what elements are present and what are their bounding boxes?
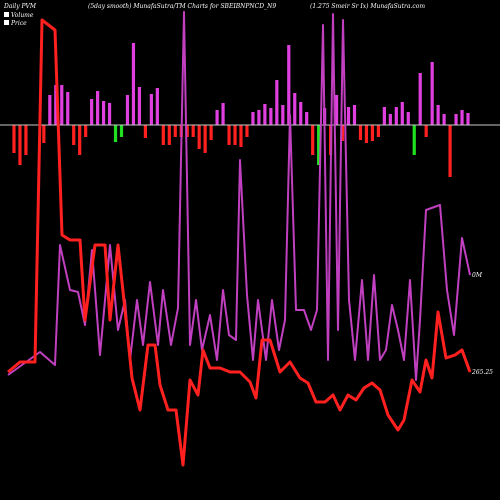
header-right: (1.275 Smeir Sr Ix) MunafaSutra.com [310, 3, 425, 10]
pvm-bar [107, 103, 112, 125]
pvm-bar [101, 101, 106, 125]
legend-volume-label: Volume [11, 12, 34, 19]
pvm-bar [334, 95, 339, 125]
pvm-bar [18, 125, 22, 165]
pvm-bar [358, 125, 363, 140]
pvm-bar [317, 125, 321, 165]
header-middle: (5day smooth) MunafaSutra/TM Charts for … [88, 3, 276, 10]
pvm-bar [221, 103, 225, 125]
pvm-bar [412, 125, 416, 155]
pvm-bar [60, 85, 64, 125]
pvm-bar [346, 107, 351, 125]
pvm-bar [185, 125, 189, 137]
pvm-bar [203, 125, 207, 153]
pvm-bar [388, 114, 392, 125]
pvm-bar [233, 125, 237, 145]
volume-value-label: 0M [472, 272, 483, 279]
pvm-bar [340, 125, 345, 141]
pvm-bar [454, 114, 458, 125]
pvm-bar [424, 125, 428, 137]
pvm-bar [119, 125, 124, 137]
header-left: Daily PVM [3, 3, 37, 10]
pvm-bar [137, 87, 142, 125]
pvm-bar [24, 125, 28, 155]
pvm-bar [269, 108, 273, 125]
pvm-bar [78, 125, 82, 155]
pvm-bar [209, 125, 213, 140]
pvm-bar [376, 125, 380, 137]
pvm-bars [12, 43, 470, 177]
pvm-bar [245, 125, 249, 137]
pvm-bar [131, 43, 136, 125]
pvm-bar [448, 125, 452, 177]
pvm-bar [215, 110, 219, 125]
pvm-bar [257, 110, 261, 125]
pvm-bar [251, 112, 255, 125]
pvm-bar [191, 125, 195, 137]
pvm-bar [197, 125, 201, 149]
pvm-bar [125, 95, 130, 125]
pvm-bar [155, 88, 159, 125]
pvm-bar [364, 125, 369, 143]
pvm-bar [305, 112, 309, 125]
legend-volume-swatch [4, 12, 9, 17]
pvm-bar [394, 107, 398, 125]
pvm-bar [293, 93, 297, 125]
price-value-label: 265.25 [471, 369, 493, 376]
pvm-bar [281, 105, 285, 125]
pvm-bar [400, 102, 404, 125]
pvm-bar [299, 102, 303, 125]
pvm-bar [90, 99, 94, 125]
pvm-bar [42, 125, 46, 143]
pvm-bar [143, 125, 147, 138]
pvm-bar [227, 125, 231, 145]
pvm-bar [96, 91, 100, 125]
pvm-bar [418, 73, 422, 125]
pvm-bar [382, 107, 386, 125]
pvm-bar [239, 125, 243, 147]
pvm-bar [460, 110, 464, 125]
pvm-bar [436, 105, 440, 125]
pvm-bar [442, 114, 446, 125]
legend-price-swatch [4, 20, 9, 25]
pvm-bar [12, 125, 16, 153]
pvm-bar [311, 125, 315, 155]
pvm-bar [430, 62, 434, 125]
pvm-bar [466, 113, 470, 125]
pvm-bar [161, 125, 165, 145]
pvm-bar [263, 104, 267, 125]
price-line [7, 18, 472, 467]
pvm-bar [113, 125, 118, 142]
pvm-bar [370, 125, 375, 141]
pvm-bar [66, 92, 70, 125]
pvm-bar [84, 125, 88, 137]
pvm-bar [287, 45, 291, 125]
pvm-bar [167, 125, 171, 145]
pvm-bar [173, 125, 177, 137]
pvm-bar [406, 112, 410, 125]
legend-price-label: Price [10, 20, 27, 27]
pvm-bar [48, 95, 52, 125]
pvm-bar [54, 85, 58, 125]
pvm-bar [72, 125, 76, 145]
pvm-bar [275, 80, 279, 125]
pvm-bar [352, 105, 357, 125]
pvm-bar [149, 94, 153, 125]
